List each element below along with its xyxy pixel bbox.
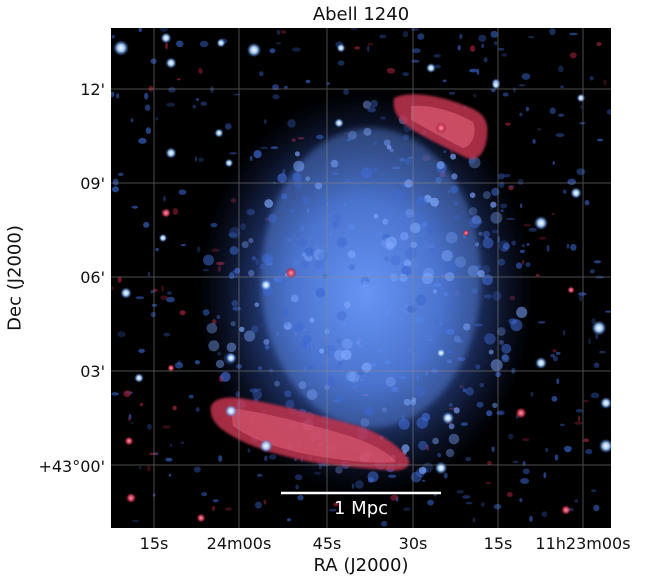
y-tick-09: 09' [80, 174, 105, 193]
y-tick-12: 12' [80, 80, 105, 99]
y-tick-06: 06' [80, 268, 105, 287]
image-title: Abell 1240 [312, 4, 410, 25]
sky-image-panel: 1 Mpc [111, 28, 611, 528]
x-tick-11h23m00s: 11h23m00s [535, 534, 631, 553]
x-tick-45s: 45s [312, 534, 342, 553]
y-tick-00: +43°00' [38, 457, 105, 476]
coordinate-grid [111, 28, 611, 528]
y-axis-label: Dec (J2000) [4, 225, 26, 331]
x-tick-15s-left: 15s [139, 534, 169, 553]
x-axis-label: RA (J2000) [313, 555, 409, 576]
x-tick-24m00s: 24m00s [206, 534, 272, 553]
x-tick-30s: 30s [398, 534, 428, 553]
x-tick-15s-right: 15s [483, 534, 513, 553]
composite-sky-image: 1 Mpc [111, 28, 611, 528]
scale-bar-label: 1 Mpc [334, 498, 388, 519]
y-tick-03: 03' [80, 362, 105, 381]
point-sources [113, 32, 611, 523]
